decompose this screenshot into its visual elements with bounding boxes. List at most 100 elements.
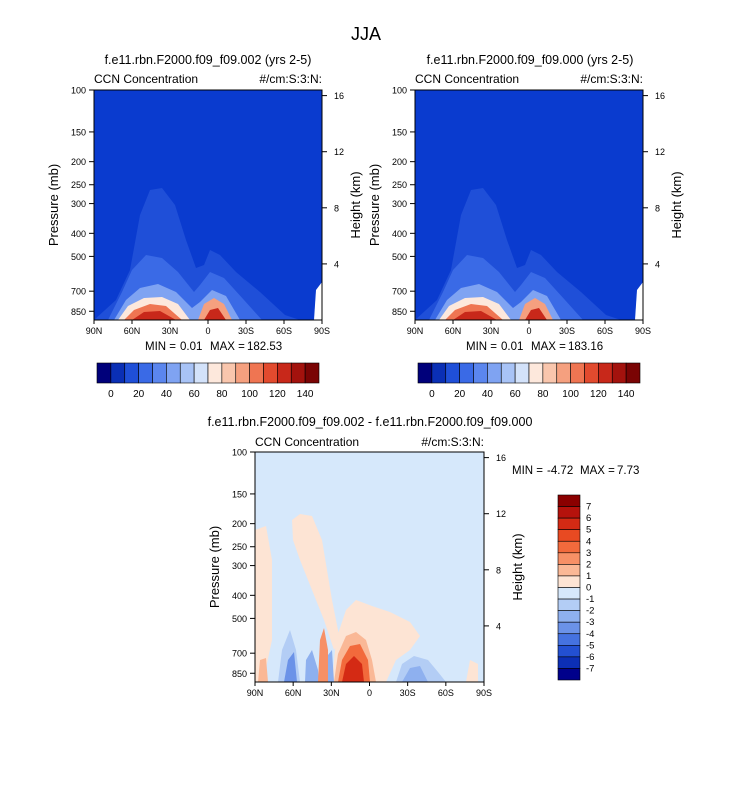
y-tick-label: 150 (71, 127, 86, 137)
y-tick-label: 200 (71, 157, 86, 167)
x-tick-label: 30N (483, 326, 500, 336)
colorbar-label: 1 (586, 571, 591, 582)
panel-2-max-label: MAX = (531, 341, 566, 353)
panel-3: f.e11.rbn.F2000.f09_f09.002 - f.e11.rbn.… (207, 415, 639, 698)
panel-1-colorbar: 0 20 40 60 80 100 120 140 (96, 362, 320, 400)
x-tick-label: 60S (276, 326, 292, 336)
panel-3-positive-band-left (255, 526, 272, 682)
colorbar-label: -6 (586, 652, 594, 663)
panel-3-title: f.e11.rbn.F2000.f09_f09.002 - f.e11.rbn.… (208, 415, 533, 429)
panel-1-right-label: #/cm:S:3:N: (259, 72, 322, 86)
panel-1: f.e11.rbn.F2000.f09_f09.002 (yrs 2-5) CC… (46, 53, 363, 400)
panel-3-right-axis-label: Height (km) (510, 533, 525, 600)
colorbar-label: 80 (216, 389, 228, 400)
panel-2-height-ticks: 16 12 8 4 (643, 91, 665, 269)
y-tick-label: 100 (232, 448, 247, 458)
y-tick-label: 400 (71, 229, 86, 239)
panel-1-plot (93, 89, 323, 321)
panel-3-positive-band-high (292, 514, 340, 650)
height-tick-label: 16 (655, 91, 665, 101)
panel-3-min-label: MIN = (512, 465, 543, 477)
panel-1-max-label: MAX = (210, 341, 245, 353)
x-tick-label: 30S (238, 326, 254, 336)
panel-2-left-label: CCN Concentration (415, 72, 519, 86)
height-tick-label: 4 (655, 259, 660, 269)
colorbar-swatch (152, 362, 167, 384)
colorbar-swatch (304, 362, 320, 384)
colorbar-swatch (263, 362, 278, 384)
panel-2-min-value: 0.01 (501, 341, 523, 353)
colorbar-swatch (557, 540, 581, 554)
colorbar-swatch (557, 494, 581, 507)
colorbar-swatch (557, 621, 581, 635)
height-tick-label: 8 (655, 203, 660, 213)
colorbar-swatch (598, 362, 613, 384)
colorbar-swatch (124, 362, 139, 384)
y-tick-label: 300 (71, 199, 86, 209)
colorbar-swatch (557, 633, 581, 646)
panel-3-positive-core-4 (318, 628, 328, 682)
colorbar-swatch (473, 362, 488, 384)
panel-2-surface-mask (635, 282, 643, 320)
x-tick-label: 60N (124, 326, 141, 336)
colorbar-label: 3 (586, 548, 591, 559)
panel-2-right-label: #/cm:S:3:N: (580, 72, 643, 86)
colorbar-label: 7 (586, 502, 591, 513)
panel-1-min-label: MIN = (145, 341, 176, 353)
colorbar-swatch (96, 362, 112, 384)
panel-1-y-ticks: 100 150 200 250 300 400 500 700 850 (71, 86, 94, 317)
colorbar-swatch (584, 362, 599, 384)
x-tick-label: 30N (162, 326, 179, 336)
colorbar-label: 100 (241, 389, 258, 400)
panel-2-colorbar: 0 20 40 60 80 100 120 140 (417, 362, 641, 400)
colorbar-label: 0 (429, 389, 435, 400)
colorbar-swatch (445, 362, 460, 384)
colorbar-label: 40 (482, 389, 494, 400)
y-tick-label: 150 (392, 127, 407, 137)
panel-2-title: f.e11.rbn.F2000.f09_f09.000 (yrs 2-5) (427, 53, 634, 67)
x-tick-label: 60S (597, 326, 613, 336)
panel-2-y-ticks: 100 150 200 250 300 400 500 700 850 (392, 86, 415, 317)
colorbar-swatch (193, 362, 209, 384)
colorbar-label: 120 (590, 389, 607, 400)
colorbar-label: 6 (586, 513, 591, 524)
panel-3-x-ticks: 90N 60N 30N 0 30S 60S 90S (247, 682, 492, 698)
x-tick-label: 0 (526, 326, 531, 336)
colorbar-swatch (110, 362, 126, 384)
x-tick-label: 90S (314, 326, 330, 336)
y-tick-label: 700 (71, 287, 86, 297)
y-tick-label: 100 (392, 86, 407, 96)
colorbar-label: -7 (586, 663, 594, 674)
panel-3-left-label: CCN Concentration (255, 435, 359, 449)
panel-1-height-ticks: 16 12 8 4 (322, 91, 344, 269)
panel-2-contour-8 (525, 308, 547, 320)
x-tick-label: 30S (559, 326, 575, 336)
height-tick-label: 8 (334, 203, 339, 213)
colorbar-swatch (207, 362, 223, 384)
colorbar-swatch (557, 564, 581, 577)
panel-3-negative-band-2 (284, 652, 297, 682)
x-tick-label: 0 (205, 326, 210, 336)
y-tick-label: 250 (71, 180, 86, 190)
panel-1-contour-7 (132, 311, 176, 320)
height-tick-label: 12 (655, 147, 665, 157)
colorbar-label: 40 (161, 389, 173, 400)
y-tick-label: 850 (392, 307, 407, 317)
colorbar-swatch (500, 362, 516, 384)
panel-3-negative-band-5 (402, 666, 428, 682)
panel-1-max-value: 182.53 (247, 341, 282, 353)
y-tick-label: 200 (232, 519, 247, 529)
y-tick-label: 100 (71, 86, 86, 96)
colorbar-swatch (542, 362, 558, 384)
y-tick-label: 150 (232, 489, 247, 499)
panel-2-min-label: MIN = (466, 341, 497, 353)
colorbar-swatch (557, 517, 581, 530)
panel-1-title: f.e11.rbn.F2000.f09_f09.002 (yrs 2-5) (105, 53, 312, 67)
colorbar-label: 20 (133, 389, 145, 400)
y-tick-label: 300 (232, 561, 247, 571)
x-tick-label: 60N (445, 326, 462, 336)
colorbar-swatch (166, 362, 181, 384)
x-tick-label: 90N (407, 326, 424, 336)
panel-2: f.e11.rbn.F2000.f09_f09.000 (yrs 2-5) CC… (367, 53, 684, 400)
